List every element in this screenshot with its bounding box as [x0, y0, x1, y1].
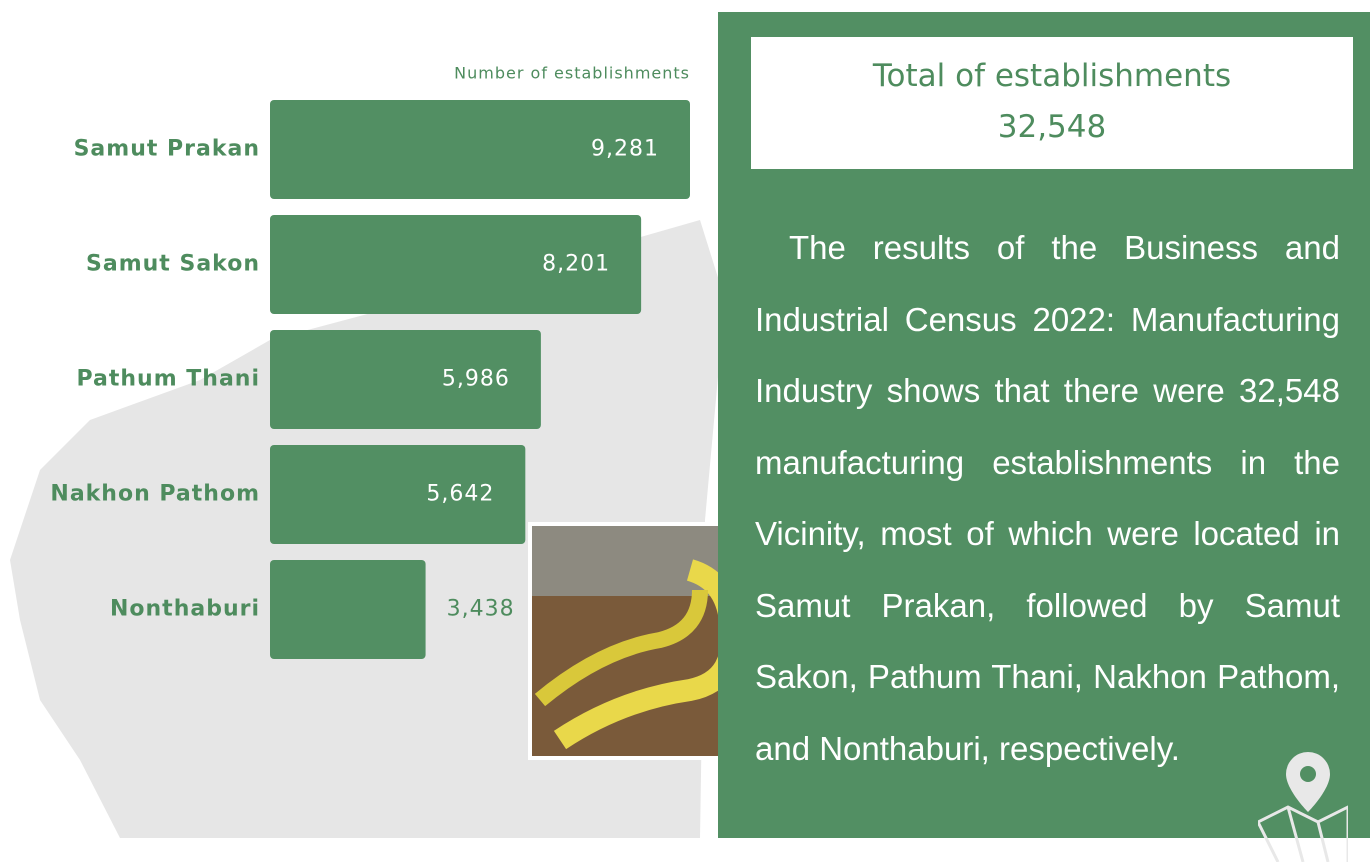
value-label: 5,986 [442, 367, 510, 392]
total-value: 32,548 [751, 102, 1353, 153]
value-label: 8,201 [542, 252, 610, 277]
axis-title: Number of establishments [454, 64, 690, 83]
summary-panel: Total of establishments 32,548 The resul… [718, 12, 1370, 838]
map-pin-icon [1258, 752, 1348, 862]
bar [270, 560, 426, 659]
page: Number of establishments Samut Prakan 9,2… [0, 0, 1370, 838]
category-label: Pathum Thani [76, 367, 260, 392]
category-label: Nonthaburi [110, 597, 260, 622]
category-label: Samut Prakan [74, 137, 260, 162]
description: The results of the Business and Industri… [755, 212, 1340, 784]
value-label: 3,438 [447, 597, 515, 622]
factory-photo [528, 522, 745, 760]
category-label: Samut Sakon [86, 252, 260, 277]
total-box: Total of establishments 32,548 [751, 37, 1353, 169]
value-label: 9,281 [591, 137, 659, 162]
total-title: Total of establishments [751, 51, 1353, 102]
value-label: 5,642 [426, 482, 494, 507]
category-label: Nakhon Pathom [50, 482, 260, 507]
